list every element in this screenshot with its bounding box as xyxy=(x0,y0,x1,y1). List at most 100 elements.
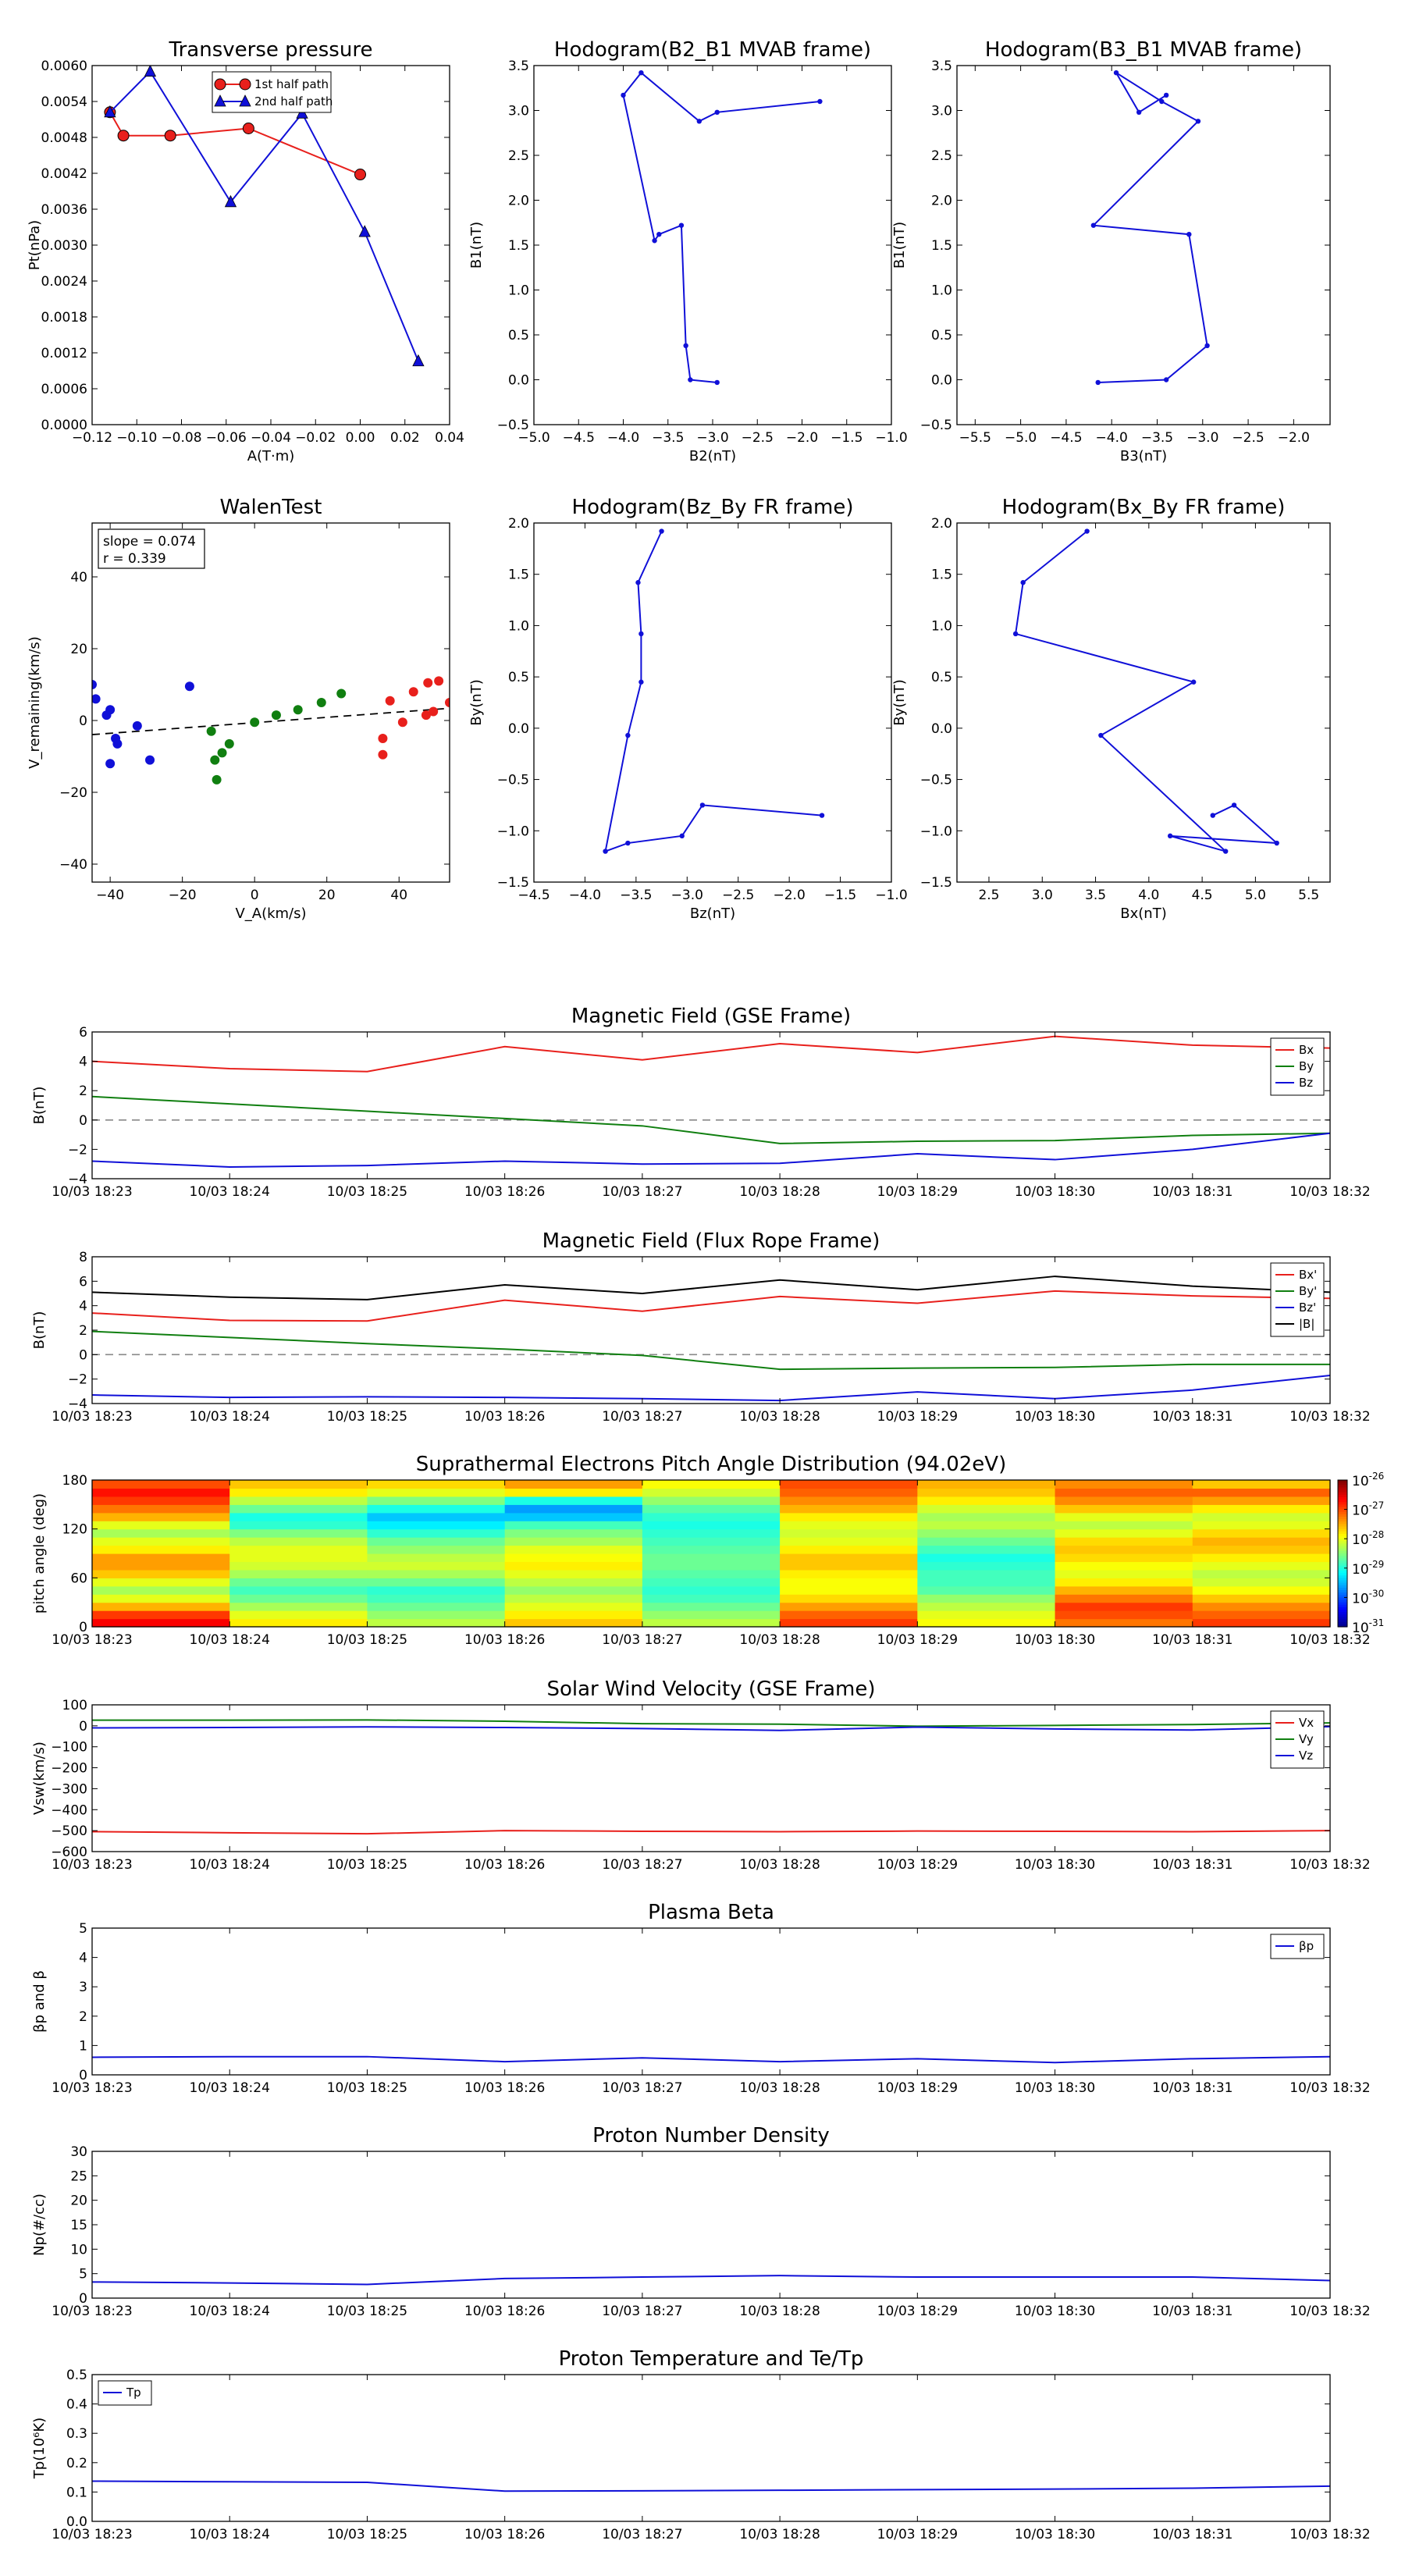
x-tick-label: 10/03 18:28 xyxy=(739,2304,820,2319)
panel-hodo_bxby: Hodogram(Bx_By FR frame) 2.5 3.0 3.5 4.0 4.5 5… xyxy=(891,496,1331,922)
series-line-B xyxy=(91,1276,1331,1300)
x-tick-label: 5.0 xyxy=(1245,888,1266,903)
heatmap-cell xyxy=(1192,1545,1331,1554)
data-point xyxy=(239,78,251,91)
y-tick-label: 3.0 xyxy=(931,104,952,119)
colorbar-step xyxy=(1338,1582,1347,1586)
colorbar-step xyxy=(1338,1558,1347,1561)
annotation-text: slope = 0.074 xyxy=(103,534,196,550)
heatmap-cell xyxy=(642,1512,781,1521)
heatmap-cell xyxy=(504,1610,643,1620)
y-tick-label: 0.5 xyxy=(931,670,952,685)
panel-vsw: Solar Wind Velocity (GSE Frame) 10/03 18:… xyxy=(31,1678,1371,1873)
x-tick-label: 10/03 18:27 xyxy=(602,2527,682,2542)
heatmap-cell xyxy=(1192,1610,1331,1620)
x-tick-label: 10/03 18:31 xyxy=(1152,1409,1232,1425)
data-point xyxy=(144,66,157,77)
series-line xyxy=(91,2275,1331,2286)
y-tick-label: 0.0 xyxy=(508,373,529,389)
colorbar-step xyxy=(1338,1570,1347,1574)
heatmap-cell xyxy=(229,1480,368,1489)
colorbar-step xyxy=(1338,1575,1347,1578)
colorbar-step xyxy=(1338,1563,1347,1567)
x-tick-label: −1.5 xyxy=(831,430,863,446)
heatmap-cell xyxy=(504,1561,643,1571)
y-tick-label: 0.0060 xyxy=(41,59,87,74)
heatmap-cell xyxy=(92,1512,230,1521)
legend: βp xyxy=(1270,1934,1325,1959)
legend: Bx By Bz xyxy=(1270,1037,1325,1096)
colorbar-step xyxy=(1338,1590,1347,1593)
y-tick-label: −0.5 xyxy=(920,773,952,788)
y-axis-label: B(nT) xyxy=(31,1087,48,1125)
annotation-text: r = 0.339 xyxy=(103,551,166,567)
heatmap-cell xyxy=(780,1488,918,1497)
x-tick-label: 10/03 18:31 xyxy=(1152,1184,1232,1200)
x-tick-label: −1.0 xyxy=(875,888,907,903)
x-tick-label: 10/03 18:23 xyxy=(52,1857,132,1873)
y-tick-label: 2.0 xyxy=(508,194,529,209)
panel-title: Hodogram(B3_B1 MVAB frame) xyxy=(985,38,1302,62)
data-point xyxy=(412,354,425,367)
colorbar-step xyxy=(1338,1521,1347,1525)
y-tick-label: 0 xyxy=(79,1620,87,1635)
heatmap-cell xyxy=(367,1504,506,1514)
colorbar-step xyxy=(1338,1517,1347,1520)
x-tick-label: −2.0 xyxy=(1278,430,1310,446)
y-axis-label: Pt(nPa) xyxy=(27,220,43,270)
heatmap-cell xyxy=(917,1480,1056,1489)
plot-frame xyxy=(91,1927,1331,2076)
heatmap-cell xyxy=(642,1480,781,1489)
heatmap-cell xyxy=(229,1602,368,1611)
heatmap-cell xyxy=(917,1578,1056,1587)
y-tick-label: 1.0 xyxy=(931,618,952,634)
heatmap-cell xyxy=(780,1512,918,1521)
heatmap-cell xyxy=(780,1569,918,1578)
x-tick-label: 10/03 18:27 xyxy=(602,1409,682,1425)
heatmap-cell xyxy=(1192,1594,1331,1603)
colorbar-step xyxy=(1338,1597,1347,1601)
x-tick-label: 10/03 18:28 xyxy=(739,1409,820,1425)
plot-frame xyxy=(91,1031,1331,1179)
series-line xyxy=(622,71,820,383)
plot-frame xyxy=(533,522,892,883)
heatmap-cell xyxy=(1192,1521,1331,1530)
colorbar-step xyxy=(1338,1539,1347,1542)
x-tick-label: 10/03 18:32 xyxy=(1289,1184,1370,1200)
y-tick-label: −2 xyxy=(68,1142,87,1158)
y-tick-label: 5 xyxy=(79,2267,87,2282)
data-point xyxy=(214,94,226,107)
y-tick-label: 15 xyxy=(70,2218,87,2233)
y-tick-label: 3.0 xyxy=(508,104,529,119)
heatmap-cell xyxy=(504,1578,643,1587)
plot-frame xyxy=(91,1479,1331,1628)
x-tick-label: 10/03 18:25 xyxy=(327,2304,407,2319)
series-line-1st-half-path xyxy=(109,112,361,176)
heatmap-cell xyxy=(504,1545,643,1554)
y-tick-label: 1.5 xyxy=(931,238,952,254)
data-point xyxy=(1095,379,1101,386)
data-point xyxy=(1012,631,1019,637)
colorbar-label: 10-27 xyxy=(1352,1500,1384,1519)
legend-label: By xyxy=(1299,1059,1314,1073)
x-tick-label: 3.0 xyxy=(1032,888,1053,903)
data-point xyxy=(817,98,823,105)
x-tick-label: 10/03 18:26 xyxy=(464,1184,545,1200)
heatmap-cell xyxy=(1192,1618,1331,1628)
data-point xyxy=(1113,70,1119,76)
y-axis-label: B1(nT) xyxy=(468,222,485,269)
heatmap-cell xyxy=(367,1521,506,1530)
heatmap-cell xyxy=(1055,1553,1193,1563)
series-line-Bx xyxy=(91,1035,1331,1073)
panel-title: Magnetic Field (GSE Frame) xyxy=(571,1005,851,1028)
heatmap-cell xyxy=(780,1618,918,1628)
legend-label: Tp xyxy=(126,2386,141,2400)
x-tick-label: 10/03 18:26 xyxy=(464,1857,545,1873)
x-tick-label: 10/03 18:26 xyxy=(464,1632,545,1648)
x-tick-label: −2.5 xyxy=(722,888,754,903)
colorbar-step xyxy=(1338,1500,1347,1503)
x-tick-label: −4.5 xyxy=(563,430,595,446)
heatmap-cell xyxy=(229,1512,368,1521)
heatmap-cell xyxy=(367,1537,506,1546)
x-tick-label: 40 xyxy=(390,888,407,903)
